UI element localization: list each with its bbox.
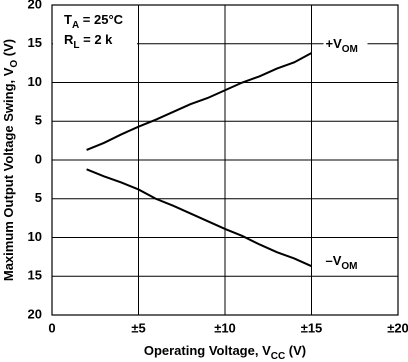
y-axis-label-part: (V) (1, 39, 16, 60)
series-label-part: +V (326, 36, 343, 51)
y-axis-label: Maximum Output Voltage Swing, VO (V) (1, 39, 19, 281)
y-tick-label: 5 (35, 190, 42, 205)
x-axis-label: Operating Voltage, VCC (V) (144, 343, 306, 361)
y-tick-label: 15 (28, 268, 42, 283)
annotation-part: = 25°C (79, 12, 123, 27)
series-label-sub: OM (342, 44, 358, 55)
annotation-part: R (64, 32, 74, 47)
series-label: –VOM (326, 254, 358, 272)
y-tick-label: 10 (28, 229, 42, 244)
y-axis-label-part: Maximum Output Voltage Swing, V (1, 67, 16, 281)
x-axis-label-sub: CC (271, 351, 285, 362)
x-tick-label: ±20 (387, 320, 408, 335)
y-tick-label: 20 (28, 0, 42, 11)
annotation-sub: L (73, 40, 79, 51)
series-line (86, 168, 312, 268)
y-tick-label: 10 (28, 74, 42, 89)
series-label-sub: OM (341, 261, 357, 272)
x-tick-label: ±5 (131, 320, 145, 335)
series-label-part: –V (326, 254, 342, 269)
x-tick-label: 0 (48, 320, 55, 335)
x-axis-label-part: (V) (285, 343, 306, 358)
y-tick-label: 20 (28, 306, 42, 321)
annotation-box (53, 6, 137, 62)
y-axis-label-sub: O (9, 60, 20, 68)
series-label: +VOM (326, 36, 358, 54)
annotation-sub: A (72, 20, 79, 31)
annotation-part: = 2 k (80, 32, 114, 47)
annotation: TA = 25°C (64, 12, 124, 30)
series-line (86, 52, 312, 151)
y-tick-label: 5 (35, 113, 42, 128)
annotation-part: T (64, 12, 72, 27)
y-tick-label: 0 (35, 151, 42, 166)
x-axis-label-part: Operating Voltage, V (144, 343, 271, 358)
x-tick-label: ±15 (301, 320, 323, 335)
plot-frame (51, 4, 399, 316)
annotation: RL = 2 k (64, 32, 113, 50)
y-tick-label: 15 (28, 35, 42, 50)
series-label-bg (323, 253, 368, 274)
series-label-bg (323, 36, 368, 57)
x-tick-label: ±10 (214, 320, 236, 335)
